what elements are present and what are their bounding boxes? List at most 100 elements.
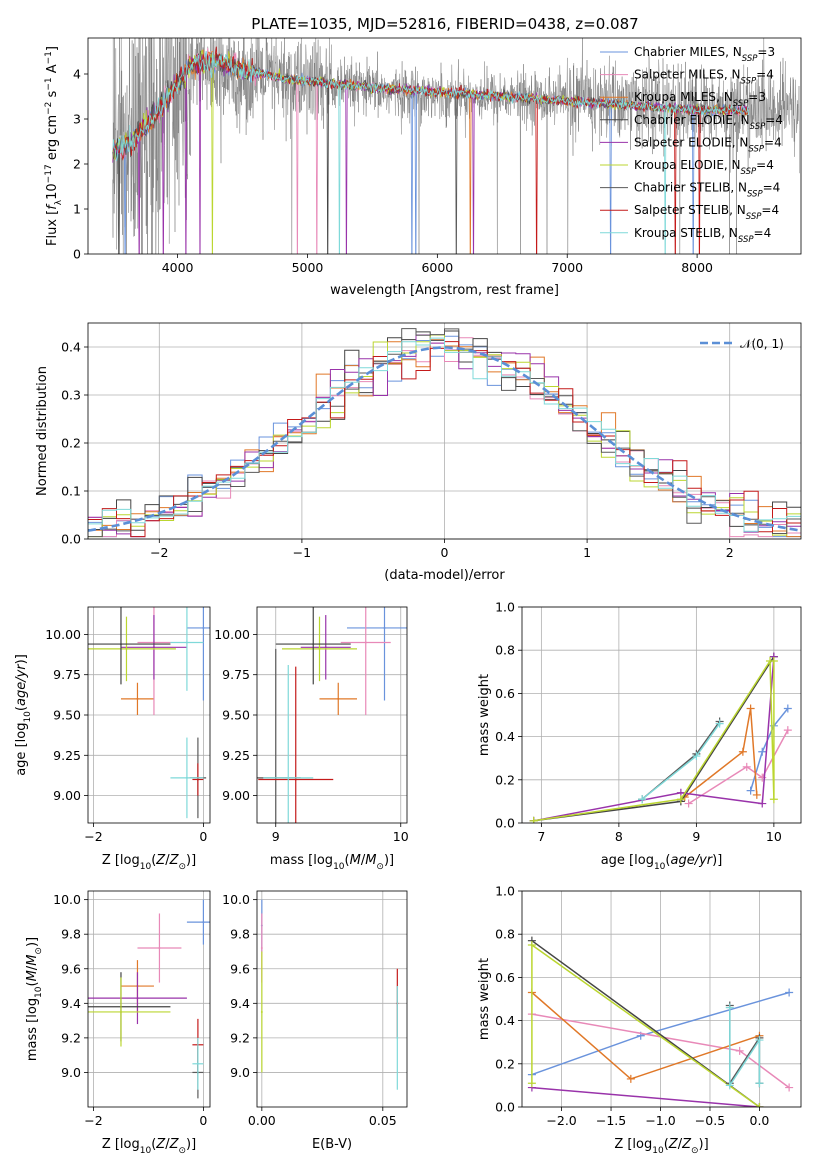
weight-marker — [769, 795, 778, 804]
x-axis-label: mass [log10(M/M⊙)] — [270, 853, 394, 872]
label-part: M — [365, 853, 376, 868]
data-point — [158, 947, 161, 950]
x-tick-label: 2 — [726, 545, 734, 560]
panel-residuals: −2 −1 0 1 2 0.0 0.1 0.2 0.3 0.4 (data-model)/error… — [35, 322, 802, 583]
legend-nssp-prefix: , N — [733, 113, 750, 127]
x-tick-label: −2.0 — [546, 1113, 576, 1128]
x-tick-label: −0.5 — [695, 1113, 725, 1128]
x-tick-label: −1 — [293, 545, 311, 560]
residual-histogram — [88, 328, 801, 538]
y-tick-label: 9.4 — [61, 996, 81, 1011]
y-tick-label: 0.2 — [495, 772, 515, 787]
label-part: M — [350, 853, 361, 868]
y-axis-label: mass [log10(M/M⊙)] — [25, 937, 44, 1061]
weight-marker — [755, 1079, 764, 1088]
label-part: 10 — [140, 1146, 152, 1156]
x-tick-label: 6000 — [421, 260, 453, 275]
label-part: mass [log — [270, 853, 333, 868]
y-tick-label: 9.2 — [230, 1030, 250, 1045]
legend-nssp-prefix: , N — [732, 135, 749, 149]
label-part: Z [log — [614, 1137, 652, 1152]
legend-label: Salpeter MILES, NSSP=4 — [634, 68, 774, 87]
x-axis-label: Z [log10(Z/Z⊙)] — [102, 853, 196, 872]
label-part: ⊙ — [34, 947, 44, 955]
legend-label: Kroupa ELODIE, NSSP=4 — [634, 158, 774, 177]
legend-nssp-value: 4 — [774, 135, 782, 149]
label-part: ⊙ — [178, 1146, 186, 1156]
legend-label: Chabrier STELIB, NSSP=4 — [634, 181, 780, 200]
label-part: Z — [169, 853, 180, 868]
data-point — [125, 647, 128, 650]
label-part: )] — [14, 654, 29, 664]
label-part: Normed distribution — [35, 366, 50, 496]
label-part: / — [361, 853, 366, 868]
label-part: ] — [45, 46, 60, 51]
legend-nssp-prefix: , N — [730, 181, 747, 195]
y-axis-label: mass weight — [477, 674, 492, 756]
normal-curve — [88, 346, 799, 532]
legend-nssp-sub: SSP — [741, 167, 757, 177]
label-part: )] — [186, 853, 196, 868]
label-part: A — [45, 64, 60, 77]
model-spectrum — [112, 51, 749, 254]
y-tick-label: 0.0 — [495, 1100, 515, 1115]
label-part: ( — [14, 706, 29, 711]
label-part: ( — [345, 853, 350, 868]
model-spectrum — [112, 46, 749, 254]
y-tick-label: 9.00 — [53, 788, 81, 803]
y-axis-label: age [log10(age/yr)] — [14, 654, 33, 776]
data-point — [136, 997, 139, 1000]
weight-marker — [746, 704, 755, 713]
y-tick-label: 0.2 — [495, 1056, 515, 1071]
legend-nssp-sub: SSP — [750, 122, 766, 132]
label-part: )] — [712, 853, 722, 868]
y-tick-label: 9.2 — [61, 1030, 81, 1045]
y-tick-label: 0.0 — [495, 816, 515, 831]
axes-frame — [87, 37, 802, 255]
data-point — [337, 697, 340, 700]
label-part: 10 — [23, 711, 33, 723]
y-tick-label: 10.0 — [222, 892, 250, 907]
label-part: Z — [155, 1137, 166, 1152]
label-part: 10 — [333, 862, 345, 872]
legend-label: 𝒩(0, 1) — [740, 337, 784, 351]
label-part: mass weight — [477, 958, 492, 1040]
x-tick-label: 8 — [615, 829, 623, 844]
plot-area — [527, 936, 794, 1107]
data-point — [324, 646, 327, 649]
data-point — [185, 641, 188, 644]
panel-mass-Z: −2 09.09.29.49.69.810.0Z [log10(Z/Z⊙)]mas… — [25, 890, 211, 1156]
y-tick-label: 4 — [73, 67, 81, 82]
weight-marker — [752, 790, 761, 799]
label-part: / — [678, 1137, 683, 1152]
label-part: Z — [668, 1137, 679, 1152]
legend-label: Salpeter STELIB, NSSP=4 — [634, 203, 779, 222]
legend-nssp-prefix: , N — [724, 68, 741, 82]
label-part: −1 — [44, 77, 54, 90]
legend-model-name: Chabrier MILES — [634, 45, 725, 59]
y-tick-label: 0.8 — [495, 643, 515, 658]
x-axis-label: wavelength [Angstrom, rest frame] — [330, 283, 559, 298]
y-tick-label: 0.3 — [61, 388, 81, 403]
weight-marker — [725, 1081, 734, 1090]
label-part: −17 — [44, 164, 54, 183]
label-part: ( — [664, 1137, 669, 1152]
data-point — [152, 646, 155, 649]
x-tick-label: −2 — [84, 1113, 102, 1128]
legend-nssp-eq: = — [761, 203, 771, 217]
label-part: ( — [25, 981, 40, 986]
x-axis-label: age [log10(age/yr)] — [601, 853, 723, 872]
gridlines — [88, 891, 210, 1107]
label-part: E(B-V) — [312, 1137, 352, 1152]
weight-marker — [684, 799, 693, 808]
legend-nssp-eq: = — [754, 226, 764, 240]
legend-label: Kroupa MILES, NSSP=3 — [634, 90, 766, 109]
legend-nssp-value: 3 — [767, 45, 775, 59]
y-tick-label: 1.0 — [495, 600, 515, 615]
legend-nssp-value: 4 — [766, 68, 774, 82]
y-tick-label: 9.6 — [230, 961, 250, 976]
